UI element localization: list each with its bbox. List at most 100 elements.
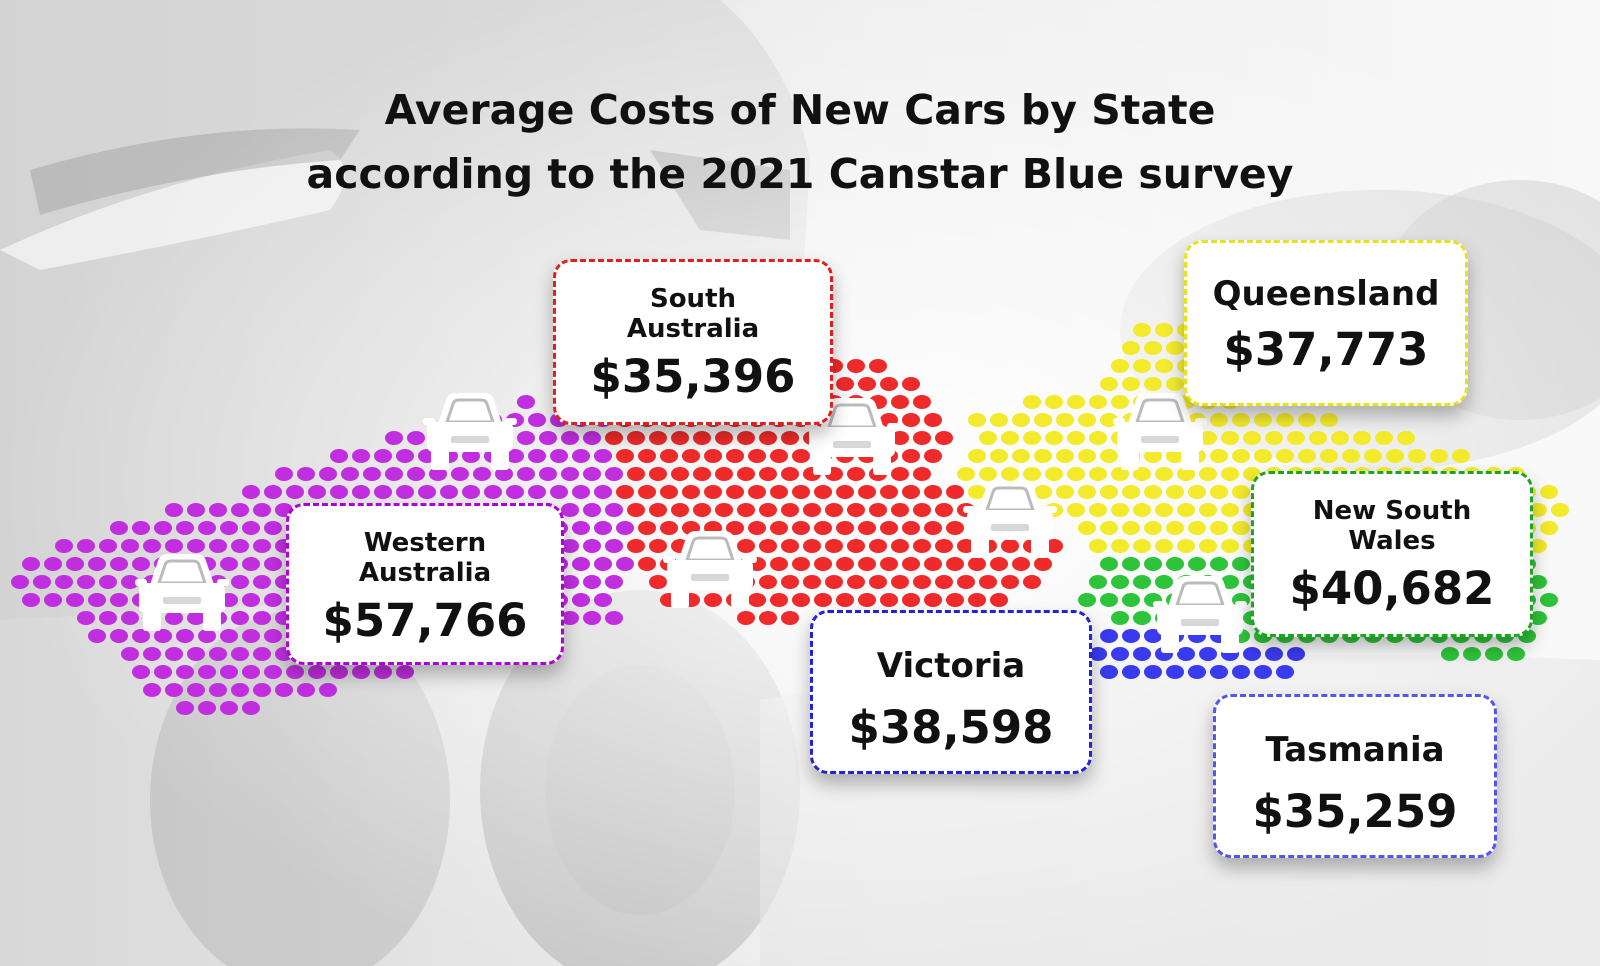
map-dot [814,557,832,571]
map-dot [1012,413,1030,427]
map-dot [517,395,535,409]
map-dot [1122,557,1140,571]
map-dot [1166,557,1184,571]
map-dot [836,593,854,607]
map-dot [605,467,623,481]
map-dot [1188,557,1206,571]
map-dot [792,449,810,463]
map-dot [1111,467,1129,481]
map-dot [77,575,95,589]
map-dot [1529,539,1547,553]
map-dot [902,485,920,499]
map-dot [770,485,788,499]
map-dot [1155,575,1173,589]
map-dot [1540,521,1558,535]
map-dot [1144,377,1162,391]
map-dot [165,611,183,625]
map-dot [264,557,282,571]
map-dot [517,467,535,481]
map-dot [220,629,238,643]
map-dot [1320,413,1338,427]
map-dot [957,467,975,481]
map-dot [1056,485,1074,499]
map-dot [1452,449,1470,463]
map-dot [462,449,480,463]
map-dot [682,485,700,499]
map-dot [1144,485,1162,499]
map-dot [1364,449,1382,463]
map-dot [187,647,205,661]
map-dot [759,611,777,625]
map-dot [726,449,744,463]
map-dot [1034,485,1052,499]
map-dot [99,539,117,553]
map-dot [594,449,612,463]
map-dot [1056,449,1074,463]
map-dot [583,467,601,481]
map-dot [154,665,172,679]
map-dot [451,467,469,481]
map-dot [264,665,282,679]
map-dot [1309,431,1327,445]
map-dot [1144,665,1162,679]
map-dot [1078,449,1096,463]
map-dot [253,539,271,553]
map-dot [594,557,612,571]
map-dot [594,521,612,535]
map-dot [858,485,876,499]
map-dot [1067,467,1085,481]
map-dot [374,449,392,463]
map-dot [946,485,964,499]
map-dot [869,575,887,589]
map-dot [1166,521,1184,535]
map-dot [1232,413,1250,427]
map-dot [1089,539,1107,553]
map-dot [1100,593,1118,607]
map-dot [275,467,293,481]
map-dot [198,629,216,643]
map-dot [110,521,128,535]
map-dot [1485,647,1503,661]
map-dot [1232,557,1250,571]
map-dot [429,467,447,481]
map-dot [1078,593,1096,607]
map-dot [638,521,656,535]
map-dot [1023,395,1041,409]
map-dot [1298,413,1316,427]
map-dot [583,431,601,445]
card-price: $35,259 [1252,785,1458,838]
map-dot [891,467,909,481]
map-dot [264,521,282,535]
map-dot [1529,611,1547,625]
map-dot [1408,449,1426,463]
map-dot [803,503,821,517]
map-dot [1254,413,1272,427]
map-dot [1089,575,1107,589]
map-dot [1188,665,1206,679]
map-dot [880,485,898,499]
map-dot [803,539,821,553]
map-dot [209,647,227,661]
car-icon [135,554,229,631]
map-dot [968,557,986,571]
map-dot [770,593,788,607]
map-dot [99,575,117,589]
map-dot [506,449,524,463]
map-dot [231,503,249,517]
map-dot [649,431,667,445]
map-dot [880,521,898,535]
map-dot [858,557,876,571]
map-dot [1221,539,1239,553]
map-dot [1199,503,1217,517]
map-dot [1034,557,1052,571]
map-dot [1100,521,1118,535]
map-dot [1166,449,1184,463]
map-dot [803,575,821,589]
map-dot [913,575,931,589]
map-dot [44,593,62,607]
map-dot [1276,449,1294,463]
car-icon [663,531,757,608]
map-dot [858,593,876,607]
map-dot [957,575,975,589]
map-dot [638,557,656,571]
